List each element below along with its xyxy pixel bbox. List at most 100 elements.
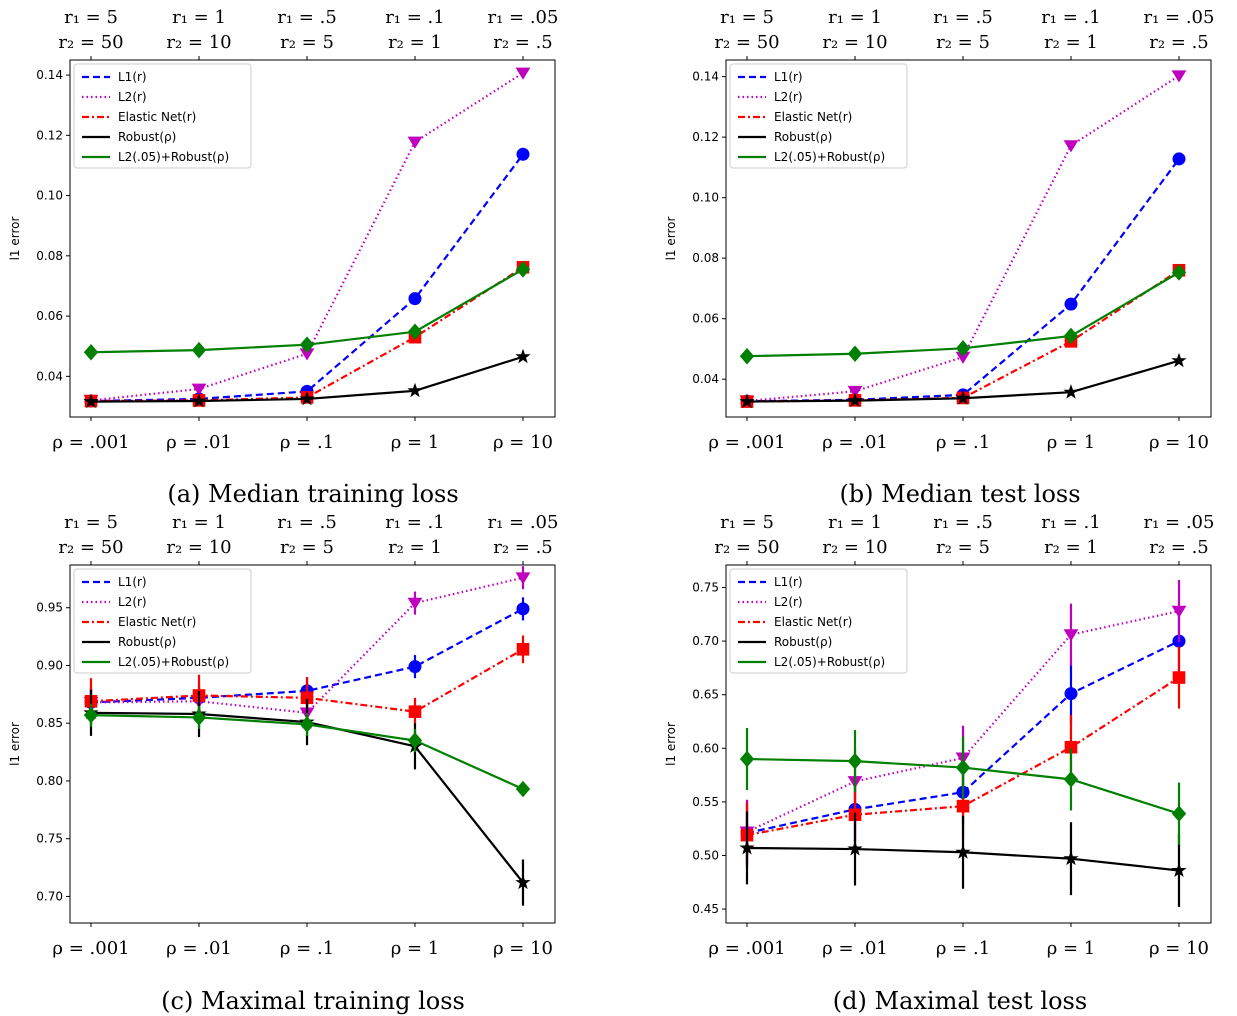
y-tick-label: 0.70: [36, 889, 63, 903]
top-tick-label-r1: r₁ = 1: [172, 512, 226, 533]
top-tick-label-r1: r₁ = 5: [720, 512, 774, 533]
top-tick-label-r1: r₁ = .5: [933, 7, 993, 28]
legend-box: [729, 568, 908, 674]
data-point: [1063, 629, 1079, 642]
legend-entry: Robust(ρ): [774, 130, 832, 144]
legend-entry: L1(r): [774, 70, 803, 84]
y-tick-label: 0.45: [692, 902, 719, 916]
x-tick-label: ρ = .1: [936, 432, 990, 453]
top-tick-label-r2: r₂ = 10: [166, 32, 231, 53]
panel-d: 0.45 0.50 0.55 0.60 0.65 0.70 0.75 l1 error ρ = …: [664, 512, 1214, 1015]
x-tick-label: ρ = .001: [708, 432, 785, 453]
series-4: [739, 727, 1187, 845]
top-tick-label-r2: r₂ = 5: [280, 32, 334, 53]
legend-entry: Robust(ρ): [118, 635, 176, 649]
legend-entry: L2(r): [774, 595, 803, 609]
y-axis-label: l1 error: [8, 722, 22, 766]
x-tick-label: ρ = 10: [1149, 938, 1209, 959]
y-tick-label: 0.04: [36, 369, 63, 383]
legend: L1(r) L2(r) Elastic Net(r) Robust(ρ) L2(.05)…: [73, 63, 252, 169]
panel-caption: (a) Median training loss: [167, 480, 458, 508]
data-point: [1171, 352, 1187, 368]
data-point: [1063, 850, 1079, 866]
data-point: [516, 602, 530, 616]
x-tick-label: ρ = 10: [1149, 432, 1209, 453]
legend-entry: Elastic Net(r): [774, 110, 852, 124]
data-point: [1171, 264, 1187, 281]
data-point: [1063, 140, 1079, 153]
data-point: [847, 392, 863, 408]
axes-frame: [69, 564, 556, 924]
top-tick-label-r2: r₂ = 1: [1044, 32, 1098, 53]
data-point: [407, 382, 423, 398]
top-tick-label-r2: r₂ = 1: [388, 537, 442, 558]
top-tick-label-r1: r₁ = .1: [385, 7, 445, 28]
top-tick-label-r2: r₂ = 50: [714, 537, 779, 558]
data-point: [955, 844, 971, 859]
plot-area: [83, 566, 531, 906]
legend: L1(r) L2(r) Elastic Net(r) Robust(ρ) L2(.05)…: [729, 568, 908, 674]
y-tick-label: 0.08: [692, 251, 719, 265]
legend-entry: Elastic Net(r): [774, 615, 852, 629]
top-tick-label-r2: r₂ = 5: [280, 537, 334, 558]
x-tick-label: ρ = .001: [52, 432, 129, 453]
data-point: [515, 67, 531, 80]
top-tick-label-r1: r₁ = 5: [720, 7, 774, 28]
top-tick-label-r2: r₂ = .5: [493, 32, 553, 53]
legend: L1(r) L2(r) Elastic Net(r) Robust(ρ) L2(.05)…: [729, 63, 908, 169]
data-point: [83, 706, 99, 724]
y-axis-label: l1 error: [664, 217, 678, 261]
data-point: [847, 841, 863, 856]
data-point: [515, 261, 531, 278]
legend-entry: L2(r): [118, 90, 147, 104]
y-tick-label: 0.14: [692, 70, 719, 84]
plot-area: [739, 70, 1187, 409]
legend-entry: L2(r): [774, 90, 803, 104]
y-tick-label: 0.50: [692, 848, 719, 862]
y-tick-label: 0.60: [692, 741, 719, 755]
data-point: [956, 799, 970, 813]
series-0: [84, 147, 530, 408]
series-line: [90, 153, 524, 403]
data-point: [407, 597, 423, 610]
y-tick-label: 0.90: [36, 658, 63, 672]
data-point: [1063, 384, 1079, 399]
legend-entry: L1(r): [118, 70, 147, 84]
data-point: [408, 660, 422, 674]
data-point: [739, 347, 755, 365]
data-point: [191, 393, 207, 408]
y-tick-label: 0.80: [36, 774, 63, 788]
data-point: [299, 716, 315, 733]
top-tick-label-r1: r₁ = 1: [828, 7, 882, 28]
x-tick-label: ρ = 1: [391, 432, 440, 453]
x-tick-label: ρ = 1: [1047, 432, 1096, 453]
legend: L1(r) L2(r) Elastic Net(r) Robust(ρ) L2(.05)…: [73, 568, 252, 674]
axes-frame: [725, 59, 1212, 418]
series-line: [746, 158, 1180, 403]
data-point: [1063, 327, 1079, 345]
top-tick-label-r2: r₂ = 1: [1044, 537, 1098, 558]
data-point: [516, 147, 530, 161]
series-4: [739, 264, 1187, 365]
data-point: [955, 759, 971, 776]
legend-entry: L2(.05)+Robust(ρ): [118, 655, 229, 669]
y-tick-label: 0.06: [36, 309, 63, 323]
top-tick-label-r2: r₂ = .5: [493, 537, 553, 558]
x-tick-label: ρ = .01: [166, 432, 232, 453]
series-line: [746, 269, 1180, 403]
top-tick-label-r1: r₁ = .1: [385, 512, 445, 533]
plot-area: [83, 67, 531, 409]
legend-box: [73, 568, 252, 674]
data-point: [408, 705, 422, 718]
panel-a: 0.04 0.06 0.08 0.10 0.12 0.14 l1 error ρ = .001…: [8, 7, 558, 508]
top-tick-label-r2: r₂ = 50: [58, 32, 123, 53]
data-point: [955, 340, 971, 357]
data-point: [515, 780, 531, 798]
top-tick-label-r2: r₂ = 1: [388, 32, 442, 53]
y-axis-label: l1 error: [664, 722, 678, 766]
series-4: [83, 261, 531, 361]
top-tick-label-r2: r₂ = 5: [936, 32, 990, 53]
y-tick-label: 0.70: [692, 634, 719, 648]
series-2: [740, 263, 1186, 408]
